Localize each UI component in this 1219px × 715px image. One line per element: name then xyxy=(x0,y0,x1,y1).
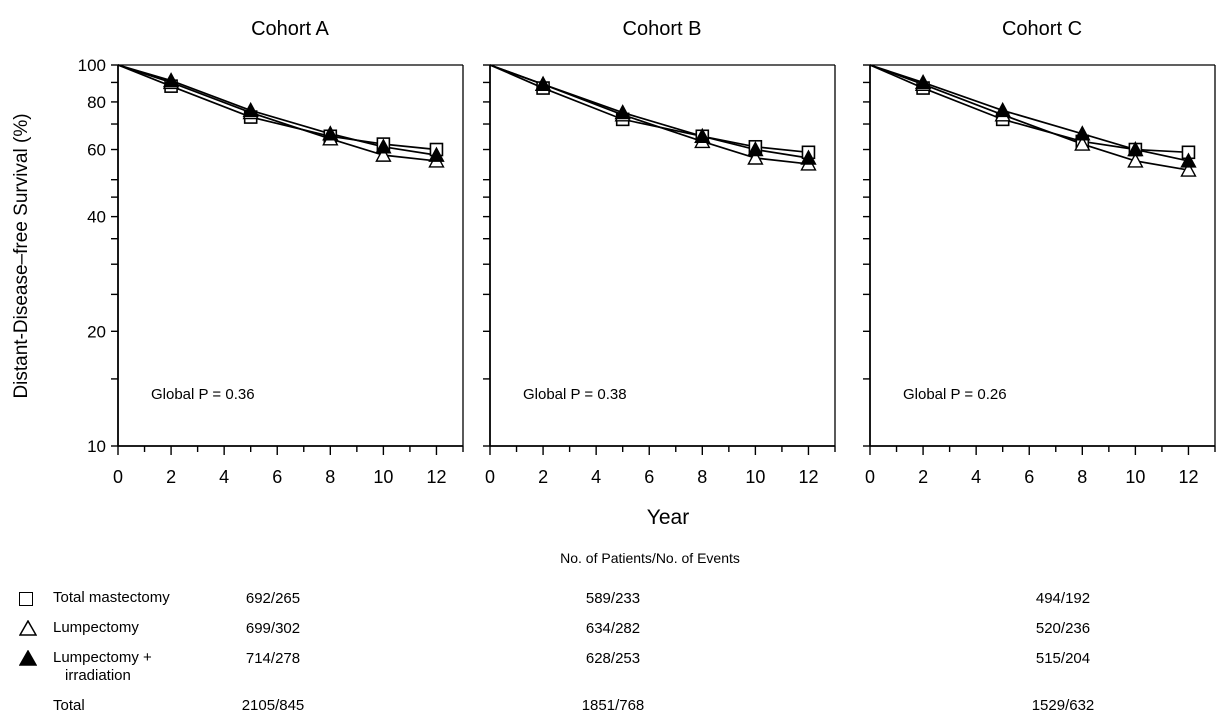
y-axis-label: Distant-Disease–free Survival (%) xyxy=(11,113,32,398)
y-tick-label: 20 xyxy=(87,322,106,341)
panel-a-x-tick-label: 0 xyxy=(113,467,123,487)
cell-b-lumpectomy-irradiation: 628/253 xyxy=(585,650,641,667)
row-label-total: Total xyxy=(53,697,85,714)
panel-c-triangle-marker xyxy=(914,73,932,90)
panel-b-x-tick-label: 12 xyxy=(798,467,818,487)
panel-a-x-tick-label: 6 xyxy=(272,467,282,487)
open-triangle-icon xyxy=(19,620,37,636)
y-tick-label: 80 xyxy=(87,93,106,112)
panel-c-global-p: Global P = 0.26 xyxy=(903,386,1007,403)
open-square-icon xyxy=(19,592,33,606)
y-tick-label: 60 xyxy=(87,141,106,160)
panel-a-x-tick-label: 4 xyxy=(219,467,229,487)
panel-c-x-tick-label: 6 xyxy=(1024,467,1034,487)
panel-c-x-tick-label: 12 xyxy=(1178,467,1198,487)
panel-c-title: Cohort C xyxy=(1002,18,1082,40)
panel-c-series-line xyxy=(869,64,1189,171)
panel-b-triangle-marker xyxy=(747,141,764,157)
filled-triangle-icon xyxy=(19,650,37,666)
panel-b-triangle-marker xyxy=(614,104,631,120)
y-tick-label: 40 xyxy=(87,208,106,227)
panel-c-x-tick-label: 8 xyxy=(1077,467,1087,487)
panel-c-triangle-marker xyxy=(1074,135,1091,151)
row-label-total-mastectomy: Total mastectomy xyxy=(53,589,170,606)
panel-c-x-tick-label: 2 xyxy=(918,467,928,487)
panel-c-triangle-marker xyxy=(1127,152,1144,168)
panel-c-x-tick-label: 0 xyxy=(865,467,875,487)
panel-a-x-tick-label: 10 xyxy=(373,467,393,487)
panel-c-triangle-marker xyxy=(1127,141,1144,157)
panel-b-x-tick-label: 10 xyxy=(745,467,765,487)
panel-b-triangle-marker xyxy=(694,127,711,143)
panel-b-title: Cohort B xyxy=(623,18,702,40)
panel-a-title: Cohort A xyxy=(251,18,329,40)
panel-b-triangle-marker xyxy=(800,149,817,165)
panel-a-x-tick-label: 8 xyxy=(325,467,335,487)
cell-c-total: 1529/632 xyxy=(1031,697,1095,714)
panel-b-global-p: Global P = 0.38 xyxy=(523,386,627,403)
panel-b-x-tick-label: 8 xyxy=(697,467,707,487)
panel-a-triangle-marker xyxy=(375,146,392,162)
panel-a-global-p: Global P = 0.36 xyxy=(151,386,255,403)
panel-c-triangle-marker xyxy=(1074,125,1091,141)
cell-c-lumpectomy: 520/236 xyxy=(1035,620,1091,637)
row-label-lumpectomy-irradiation-line2: irradiation xyxy=(65,667,131,684)
panel-b-x-tick-label: 0 xyxy=(485,467,495,487)
panel-c-triangle-marker xyxy=(994,101,1011,118)
panel-b-x-tick-label: 4 xyxy=(591,467,601,487)
panel-a-x-tick-label: 2 xyxy=(166,467,176,487)
panel-b-x-tick-label: 6 xyxy=(644,467,654,487)
row-label-lumpectomy-irradiation: Lumpectomy + xyxy=(53,649,152,666)
panel-a-series-line xyxy=(117,64,437,162)
panel-c-x-tick-label: 4 xyxy=(971,467,981,487)
panel-a-triangle-marker xyxy=(162,72,180,88)
cell-a-lumpectomy-irradiation: 714/278 xyxy=(245,650,301,667)
panel-c-triangle-marker xyxy=(1180,152,1197,168)
cell-b-total-mastectomy: 589/233 xyxy=(585,590,641,607)
cell-a-lumpectomy: 699/302 xyxy=(245,620,301,637)
panel-b-series-line xyxy=(489,64,809,159)
panel-a-x-tick-label: 12 xyxy=(426,467,446,487)
panel-a-series-line xyxy=(117,64,437,156)
panel-b-x-tick-label: 2 xyxy=(538,467,548,487)
row-label-lumpectomy: Lumpectomy xyxy=(53,619,139,636)
panel-a-triangle-marker xyxy=(375,138,392,154)
panel-b-triangle-marker xyxy=(534,75,552,91)
cell-a-total-mastectomy: 692/265 xyxy=(245,590,301,607)
table-title: No. of Patients/No. of Events xyxy=(560,550,740,566)
panel-a-triangle-marker xyxy=(322,125,339,141)
cell-b-lumpectomy: 634/282 xyxy=(585,620,641,637)
cell-c-lumpectomy-irradiation: 515/204 xyxy=(1035,650,1091,667)
y-tick-label: 10 xyxy=(87,437,106,456)
panel-a-triangle-marker xyxy=(428,146,445,162)
cell-b-total: 1851/768 xyxy=(581,697,645,714)
panel-c-series-line xyxy=(869,64,1189,154)
cell-c-total-mastectomy: 494/192 xyxy=(1035,590,1091,607)
panel-b-triangle-marker xyxy=(747,149,764,165)
y-tick-label: 100 xyxy=(78,56,106,75)
cell-a-total: 2105/845 xyxy=(241,697,305,714)
panel-a-triangle-marker xyxy=(242,101,259,118)
panel-c-series-line xyxy=(869,64,1189,162)
x-axis-label: Year xyxy=(647,506,689,529)
panel-a-series-line xyxy=(117,64,437,151)
panel-c-x-tick-label: 10 xyxy=(1125,467,1145,487)
panel-c-triangle-marker xyxy=(1180,161,1197,177)
panel-b-series-line xyxy=(489,64,809,154)
